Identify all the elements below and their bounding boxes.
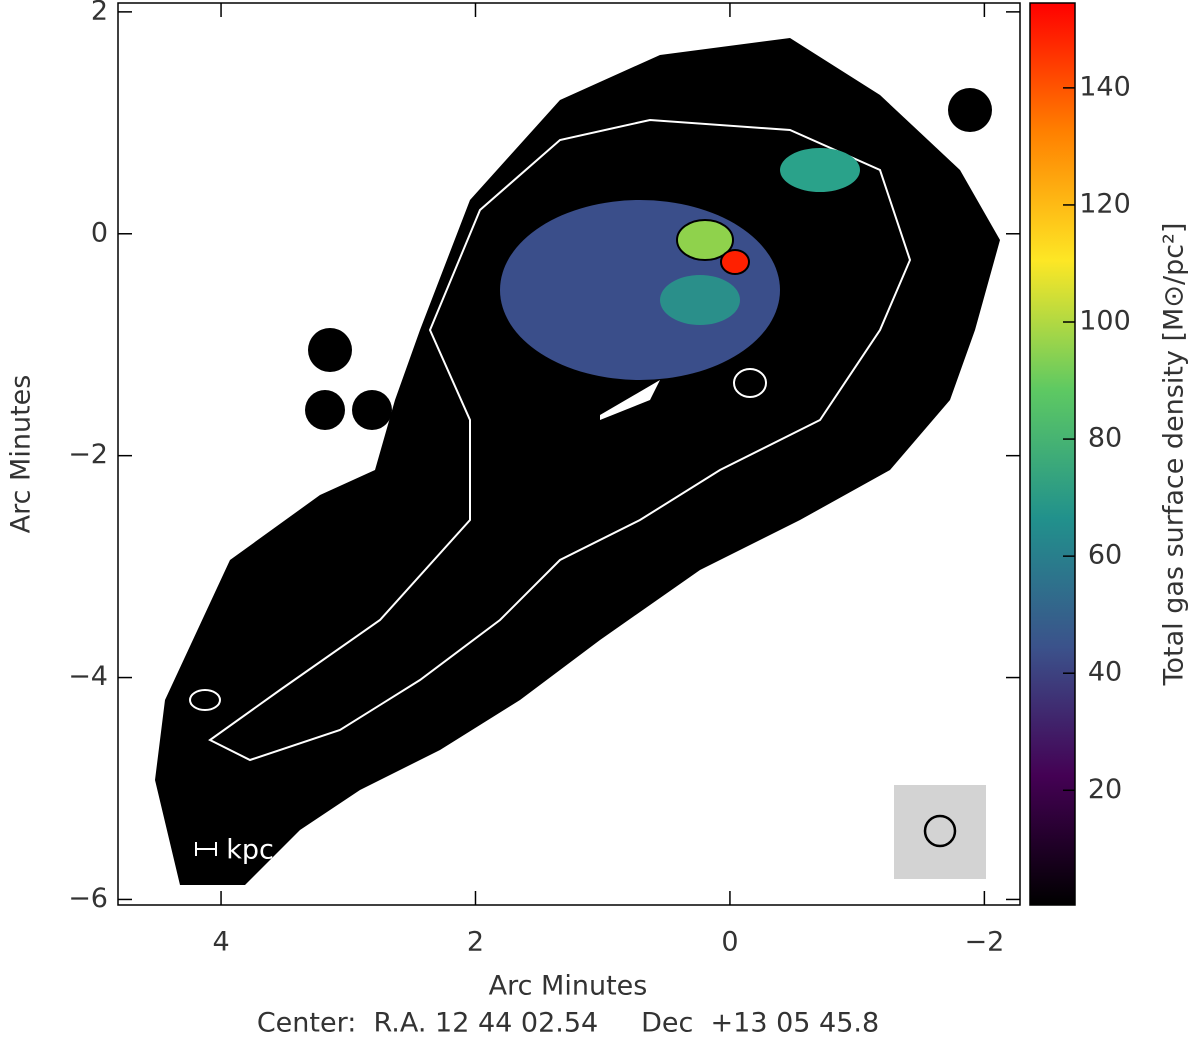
colorbar-tick-label: 140 <box>1079 71 1131 102</box>
y-tick-label: −2 <box>68 439 108 470</box>
x-tick-label: 0 <box>721 927 738 958</box>
gas-map <box>155 38 1000 885</box>
footer: Center: R.A. 12 44 02.54 Dec +13 05 45.8 <box>257 1008 879 1039</box>
colorbar-tick-label: 60 <box>1088 540 1122 571</box>
x-tick-label: 2 <box>467 927 484 958</box>
y-axis-label: Arc Minutes <box>6 375 37 534</box>
y-tick-label: 2 <box>91 0 108 26</box>
colorbar-tick-label: 100 <box>1079 306 1131 337</box>
colorbar-tick-label: 20 <box>1088 774 1122 805</box>
colorbar-label: Total gas surface density [M⊙/pc²] <box>1159 223 1190 687</box>
y-tick-label: 0 <box>91 217 108 248</box>
y-tick-label: −6 <box>68 883 108 914</box>
x-tick-label: 4 <box>212 927 229 958</box>
x-tick-label: −2 <box>964 927 1004 958</box>
colorbar <box>1029 2 1076 906</box>
y-tick-label: −4 <box>68 661 108 692</box>
scalebar-label: kpc <box>226 835 274 866</box>
colorbar-tick-label: 120 <box>1079 188 1131 219</box>
plot-frame <box>117 2 1021 906</box>
colorbar-tick-label: 80 <box>1088 423 1122 454</box>
colorbar-tick-label: 40 <box>1088 657 1122 688</box>
x-axis-label: Arc Minutes <box>489 971 648 1002</box>
